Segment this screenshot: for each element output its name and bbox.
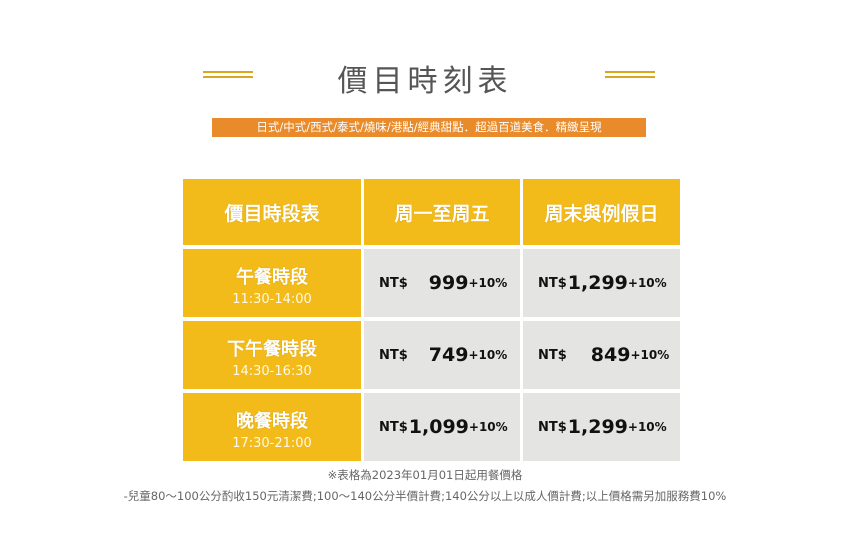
period-time: 11:30-14:00: [232, 292, 312, 307]
price-cell-afternoon-weekday: NT$ 749 +10%: [364, 321, 520, 389]
price-amount: 1,299: [567, 272, 628, 294]
service-charge: +10%: [468, 348, 508, 362]
service-charge: +10%: [468, 276, 508, 290]
price-cell-afternoon-weekend: NT$ 849 +10%: [523, 321, 680, 389]
price-amount: 749: [428, 344, 469, 366]
page-title: 價目時刻表: [337, 64, 513, 99]
table-row-dinner: 晚餐時段 17:30-21:00: [183, 393, 361, 461]
price-table: 價目時段表 周一至周五 周末與例假日 午餐時段 11:30-14:00 NT$ …: [183, 179, 680, 461]
title-decoration-right: [605, 71, 655, 81]
price-cell-dinner-weekend: NT$ 1,299 +10%: [523, 393, 680, 461]
effective-date-note: ※表格為2023年01月01日起用餐價格: [327, 468, 523, 482]
price-amount: 999: [428, 272, 469, 294]
table-row-afternoon: 下午餐時段 14:30-16:30: [183, 321, 361, 389]
price-amount: 849: [590, 344, 631, 366]
service-charge: +10%: [627, 276, 667, 290]
currency: NT$: [538, 347, 567, 363]
currency: NT$: [538, 275, 567, 291]
price-cell-lunch-weekend: NT$ 1,299 +10%: [523, 249, 680, 317]
header-weekend: 周末與例假日: [523, 179, 680, 245]
period-name: 晚餐時段: [236, 411, 308, 432]
title-row: 價目時刻表: [0, 52, 850, 102]
price-cell-lunch-weekday: NT$ 999 +10%: [364, 249, 520, 317]
header-period: 價目時段表: [183, 179, 361, 245]
period-time: 17:30-21:00: [232, 436, 312, 451]
period-time: 14:30-16:30: [232, 364, 312, 379]
period-name: 午餐時段: [236, 267, 308, 288]
price-amount: 1,299: [567, 416, 628, 438]
currency: NT$: [379, 419, 408, 435]
cuisine-banner: 日式/中式/西式/泰式/燒味/港點/經典甜點．超過百道美食．精緻呈現: [212, 118, 646, 137]
service-charge: +10%: [630, 348, 670, 362]
currency: NT$: [379, 275, 408, 291]
header-weekday: 周一至周五: [364, 179, 520, 245]
price-cell-dinner-weekday: NT$ 1,099 +10%: [364, 393, 520, 461]
currency: NT$: [538, 419, 567, 435]
price-amount: 1,099: [408, 416, 469, 438]
period-name: 下午餐時段: [227, 339, 317, 360]
service-charge: +10%: [627, 420, 667, 434]
children-pricing-note: -兒童80～100公分酌收150元清潔費;100～140公分半價計費;140公分…: [123, 489, 727, 503]
title-decoration-left: [203, 71, 253, 81]
table-row-lunch: 午餐時段 11:30-14:00: [183, 249, 361, 317]
currency: NT$: [379, 347, 408, 363]
service-charge: +10%: [468, 420, 508, 434]
